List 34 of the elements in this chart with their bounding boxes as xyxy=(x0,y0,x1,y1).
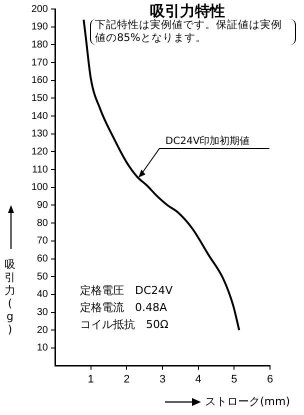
text: 下記特性は実例値です。保証値は実例値の85%となります。 xyxy=(90,19,296,45)
x-tick-label: 1 xyxy=(88,373,94,386)
y-tick-label: 70 xyxy=(36,236,48,247)
y-tick-label: 10 xyxy=(36,342,48,354)
x-tick-label: 4 xyxy=(195,373,202,386)
annotation: 定格電流 0.48A xyxy=(80,301,168,314)
y-tick-label: 40 xyxy=(36,289,48,300)
y-axis-title: 吸引力(g) xyxy=(4,258,16,336)
x-tick-label: 6 xyxy=(266,373,274,386)
y-tick-label: 200 xyxy=(31,4,48,15)
y-tick-label: 120 xyxy=(31,146,48,158)
y-tick-label: 30 xyxy=(36,307,48,318)
x-tick-label: 3 xyxy=(159,373,166,386)
chart-title: 吸引力特性 xyxy=(150,2,225,20)
y-tick-label: 150 xyxy=(31,92,48,104)
y-tick-label: 130 xyxy=(31,128,48,140)
x-tick-label: 5 xyxy=(231,373,238,386)
x-axis-title: ストローク(mm) xyxy=(205,394,290,409)
annotation: 定格電圧 DC24V xyxy=(80,284,173,297)
y-tick-label: 140 xyxy=(31,110,48,122)
y-tick-label: 170 xyxy=(31,57,48,68)
annotation: DC24V印加初期値 xyxy=(165,135,250,148)
y-tick-label: 50 xyxy=(36,271,48,282)
y-tick-label: 20 xyxy=(36,324,48,336)
y-tick-label: 190 xyxy=(31,22,48,33)
y-tick-label: 80 xyxy=(36,218,48,229)
x-tick-label: 2 xyxy=(124,373,130,386)
y-tick-label: 60 xyxy=(36,254,48,265)
y-tick-label: 110 xyxy=(32,164,48,176)
annotation: コイル抵抗 50Ω xyxy=(80,318,168,331)
y-tick-label: 100 xyxy=(31,182,48,194)
y-tick-label: 180 xyxy=(31,39,48,50)
y-tick-label: 160 xyxy=(31,75,48,86)
y-tick-label: 90 xyxy=(36,200,48,211)
